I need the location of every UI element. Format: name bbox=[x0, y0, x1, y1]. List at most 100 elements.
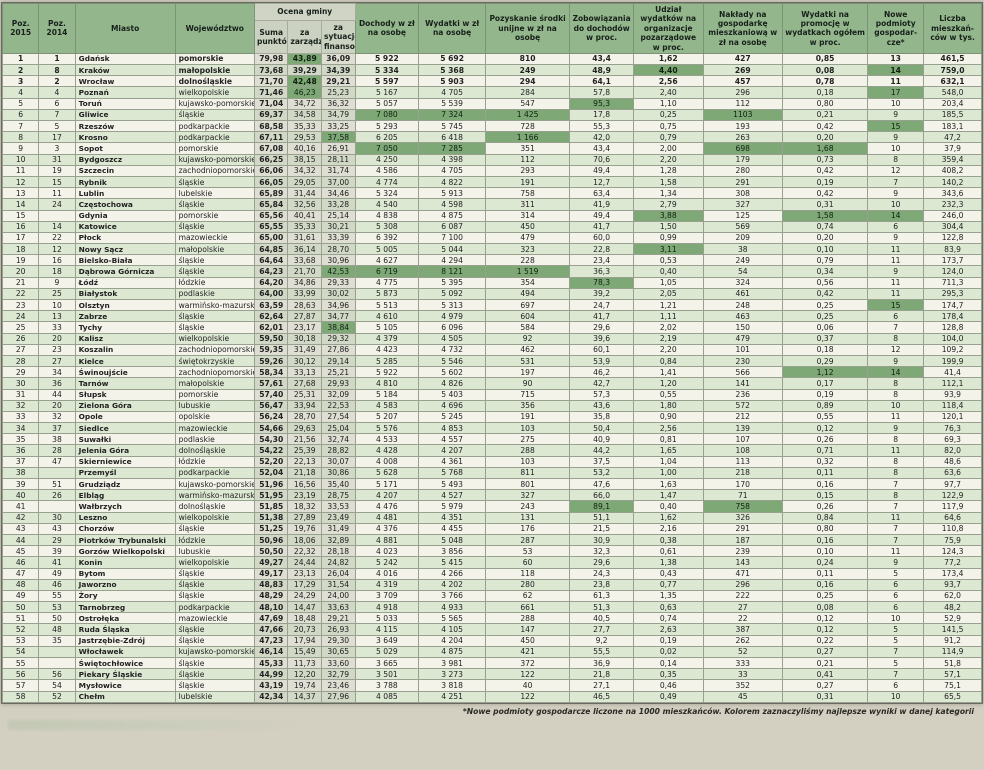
table-cell: 1,62 bbox=[632, 52, 704, 66]
table-cell: 1103 bbox=[702, 108, 783, 122]
table-cell: 7 bbox=[867, 668, 925, 681]
table-row: 11 19 Szczecin zachodniopomorskie 66,06 34,32… bbox=[1, 164, 982, 177]
table-cell: 728 bbox=[484, 119, 571, 133]
table-cell: 114,9 bbox=[923, 645, 982, 659]
table-cell: 93,9 bbox=[923, 388, 982, 401]
table-cell: 48,6 bbox=[923, 455, 982, 468]
table-cell: 2,20 bbox=[632, 153, 704, 166]
table-cell: 46,5 bbox=[569, 690, 634, 703]
table-cell: 61,3 bbox=[569, 589, 634, 603]
table-cell: 31,54 bbox=[321, 578, 356, 591]
table-cell: 7 bbox=[867, 522, 925, 535]
table-cell: 53,9 bbox=[569, 354, 634, 368]
table-cell: 37 bbox=[1, 455, 40, 468]
table-cell: 34,79 bbox=[321, 108, 356, 122]
table-cell: 47 bbox=[38, 455, 76, 468]
table-cell: 58,34 bbox=[253, 366, 289, 379]
table-cell: 20 bbox=[1, 265, 40, 278]
table-cell: 4 376 bbox=[354, 522, 420, 535]
table-cell: 0,21 bbox=[781, 108, 869, 122]
table-cell: 30 bbox=[1, 377, 40, 390]
table-cell: 0,10 bbox=[781, 545, 869, 558]
table-cell: Leszno bbox=[74, 511, 176, 524]
table-cell: podkarpackie bbox=[174, 119, 255, 133]
table-cell: 122 bbox=[484, 668, 571, 681]
table-cell: 30,07 bbox=[321, 455, 356, 468]
table-cell: 5 922 bbox=[354, 366, 420, 379]
table-cell: 295,3 bbox=[923, 287, 982, 301]
table-cell: 5 513 bbox=[354, 298, 420, 312]
column-header: Nowe podmioty gospodar­cze* bbox=[867, 3, 925, 54]
table-cell: 661 bbox=[484, 601, 571, 614]
table-cell: 547 bbox=[484, 97, 571, 110]
table-cell: 0,40 bbox=[632, 500, 704, 513]
table-cell: 40,9 bbox=[569, 433, 634, 446]
table-cell: 35 bbox=[1, 433, 40, 446]
table-cell: 1,12 bbox=[781, 366, 869, 379]
table-cell: 711,3 bbox=[923, 276, 982, 289]
table-cell bbox=[38, 500, 76, 513]
table-cell: 5 602 bbox=[418, 366, 486, 379]
table-cell: 4 696 bbox=[418, 399, 486, 412]
table-cell: 64,00 bbox=[253, 287, 289, 301]
table-cell: 6 205 bbox=[354, 131, 420, 144]
table-cell: 0,41 bbox=[781, 668, 869, 681]
table-cell: 29,53 bbox=[287, 131, 322, 144]
table-cell: 78,3 bbox=[569, 276, 634, 289]
table-cell: 1,65 bbox=[632, 444, 704, 457]
table-cell: 1,04 bbox=[632, 455, 704, 468]
table-cell: 15 bbox=[867, 119, 925, 133]
table-cell: 36,32 bbox=[321, 97, 356, 110]
table-cell: 4 586 bbox=[354, 164, 420, 177]
table-cell: 62,01 bbox=[253, 321, 289, 334]
table-cell: Koszalin bbox=[74, 343, 176, 356]
table-cell: 0,85 bbox=[781, 52, 869, 66]
column-header: Poz. 2014 bbox=[38, 3, 76, 54]
table-cell: 22 bbox=[702, 612, 783, 625]
table-cell: 0,84 bbox=[632, 354, 704, 368]
table-cell bbox=[38, 656, 76, 670]
table-cell: 12 bbox=[867, 343, 925, 356]
table-cell: 71,46 bbox=[253, 86, 289, 99]
table-cell: 41,9 bbox=[569, 198, 634, 211]
table-row: 45 39 Gorzów Wielkopolski lubuskie 50,50 22,3… bbox=[1, 545, 982, 558]
table-cell: 0,78 bbox=[781, 75, 869, 88]
table-cell: Wrocław bbox=[74, 75, 176, 88]
table-cell: 4 979 bbox=[418, 310, 486, 323]
table-cell: 304,4 bbox=[923, 220, 982, 233]
table-cell: 52,04 bbox=[253, 466, 289, 480]
table-cell: 228 bbox=[484, 254, 571, 267]
table-cell: 11 bbox=[867, 545, 925, 558]
table-cell: 0,19 bbox=[632, 634, 704, 647]
table-cell: 31,49 bbox=[321, 522, 356, 535]
table-cell: 14 bbox=[1, 198, 40, 211]
table-cell: 5 873 bbox=[354, 287, 420, 301]
table-cell: 183,1 bbox=[923, 119, 982, 133]
table-cell: 44 bbox=[38, 388, 76, 401]
table-cell: 34,46 bbox=[321, 187, 356, 200]
table-cell: 22,13 bbox=[287, 455, 322, 468]
table-cell: 2 bbox=[38, 75, 76, 88]
table-cell: Włocławek bbox=[74, 645, 176, 659]
table-cell: 41 bbox=[38, 556, 76, 569]
table-cell: Szczecin bbox=[74, 164, 176, 177]
table-cell: 33,13 bbox=[287, 366, 322, 379]
table-cell: Bielsko-Biała bbox=[74, 254, 176, 267]
table-row: 2 8 Kraków małopolskie 73,68 39,29 34,39 5 334 5… bbox=[1, 64, 982, 77]
table-cell: 343,6 bbox=[923, 187, 982, 200]
table-cell: 4,40 bbox=[632, 64, 704, 77]
table-cell: 31,61 bbox=[287, 231, 322, 245]
table-cell: 5 576 bbox=[354, 422, 420, 435]
table-cell: 4 875 bbox=[418, 645, 486, 659]
table-cell: 51,38 bbox=[253, 511, 289, 524]
table-cell: opolskie bbox=[174, 410, 255, 424]
table-cell: śląskie bbox=[174, 578, 255, 591]
table-cell: 48,10 bbox=[253, 601, 289, 614]
table-cell: 82,0 bbox=[923, 444, 982, 457]
table-cell: 7 100 bbox=[418, 231, 486, 245]
table-cell: 112 bbox=[484, 153, 571, 166]
table-cell: 0,49 bbox=[632, 690, 704, 703]
table-cell bbox=[38, 209, 76, 222]
table-cell: 17,8 bbox=[569, 108, 634, 122]
table-cell: 97,7 bbox=[923, 477, 982, 491]
